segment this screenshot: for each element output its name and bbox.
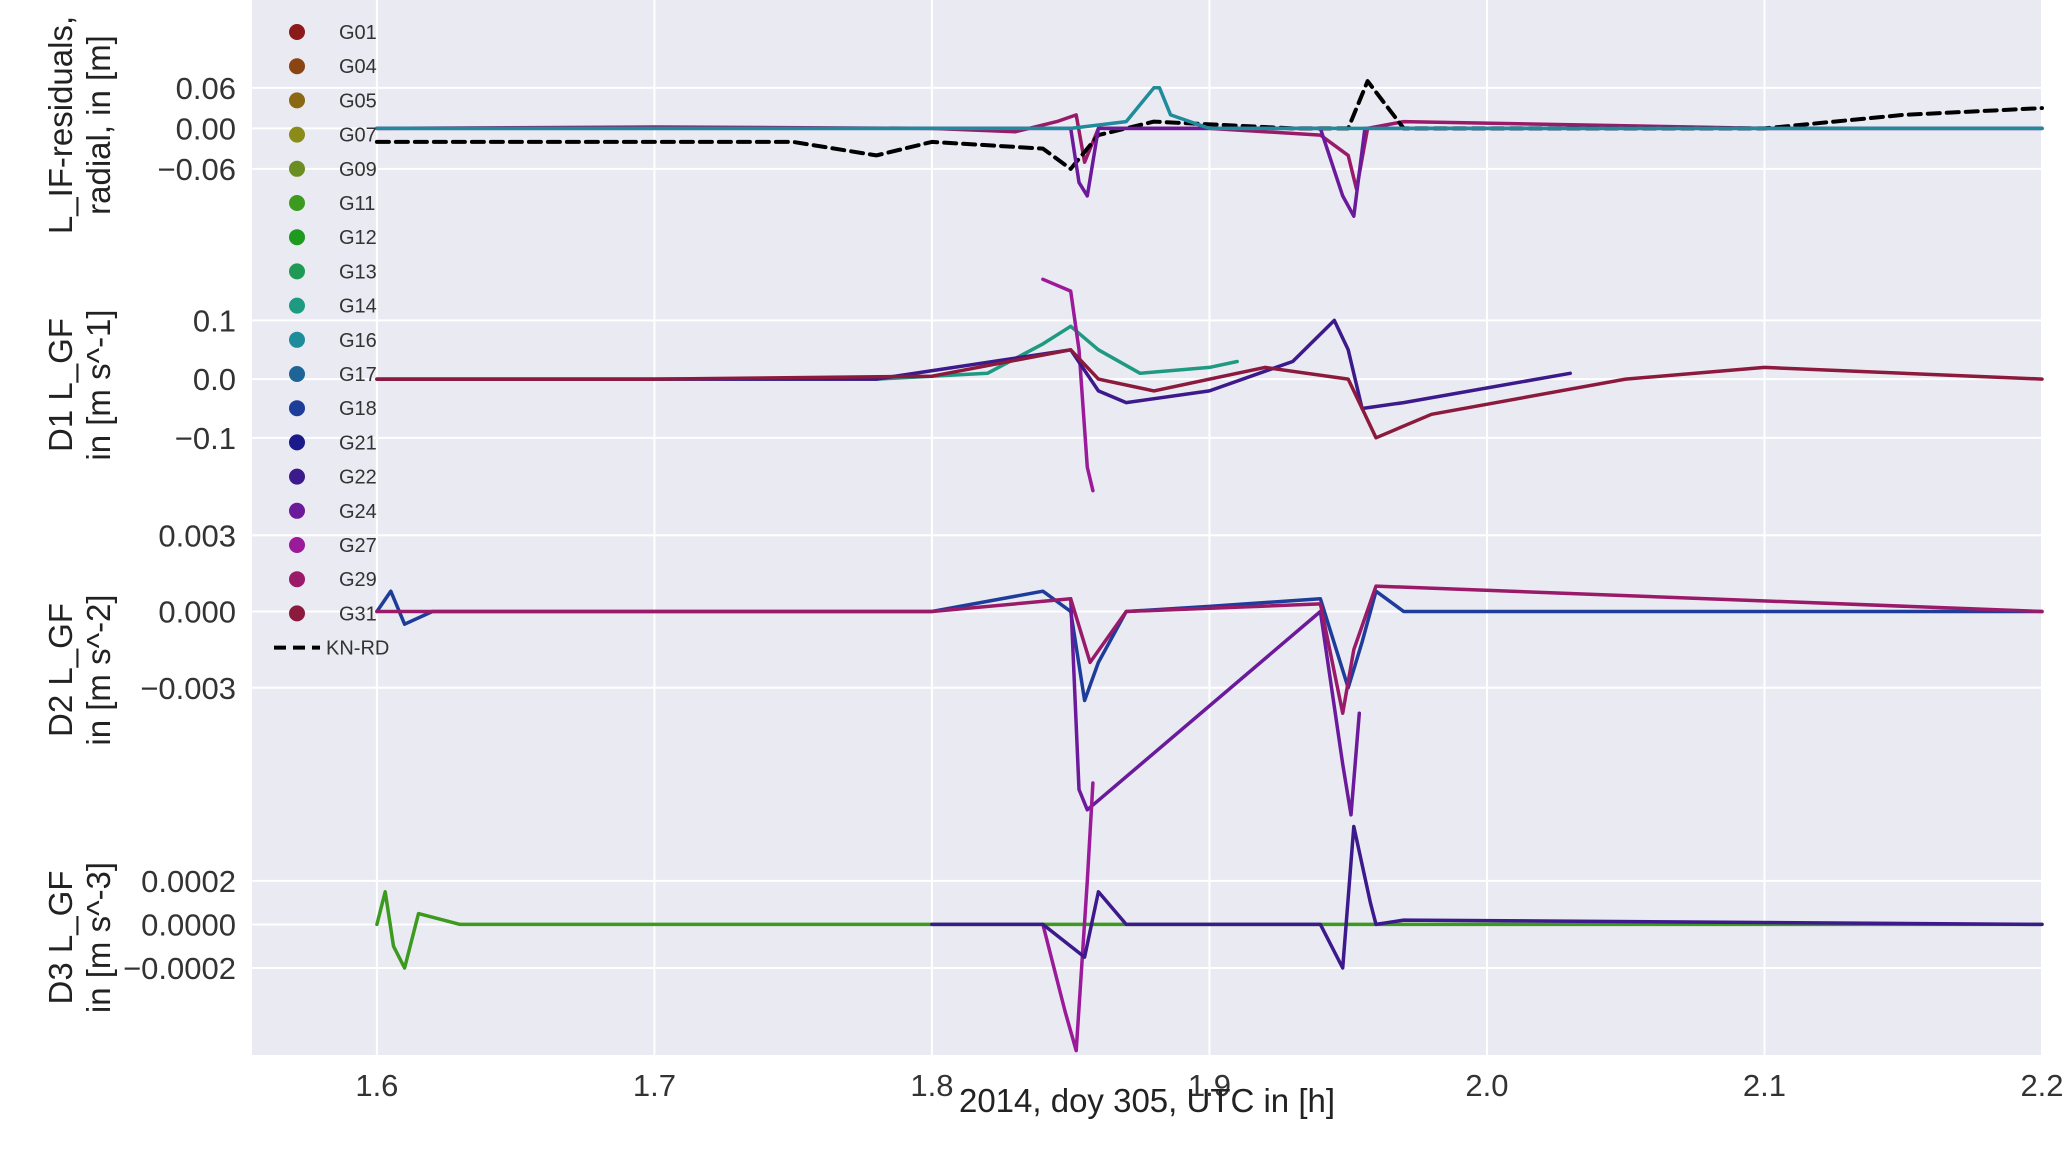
- series-line-g11: [375, 890, 2044, 970]
- y-axis-title: D2 L_GF: [42, 603, 79, 737]
- x-tick-label: 2.0: [1465, 1068, 1508, 1103]
- series-line-g29: [375, 584, 2044, 715]
- legend-marker: [289, 468, 305, 485]
- legend-label: G18: [339, 398, 377, 420]
- legend-label: G29: [339, 569, 377, 591]
- legend: G01 G04 G05 G07 G09 G11 G12 G13 G14 G16 G17 G18 G21 G…: [274, 22, 389, 660]
- x-axis-title: 2014, doy 305, UTC in [h]: [959, 1082, 1335, 1119]
- plot-area: [252, 0, 2042, 1055]
- legend-label: G16: [339, 330, 377, 352]
- y-tick-label: 0.003: [158, 518, 236, 553]
- y-axis-titles: L_IF-residuals, radial, in [m]D1 L_GF in […: [42, 16, 117, 1013]
- legend-marker: [289, 24, 305, 40]
- legend-marker: [289, 263, 305, 280]
- legend-label: G01: [339, 22, 377, 44]
- series-line-g16: [375, 86, 2044, 131]
- legend-label: G07: [339, 125, 377, 147]
- x-tick-label: 1.7: [633, 1068, 676, 1103]
- series-line-g27: [1041, 277, 1095, 493]
- x-tick-label: 2.2: [2020, 1068, 2063, 1103]
- legend-marker: [289, 195, 305, 211]
- y-tick-label: 0.0002: [141, 864, 236, 899]
- y-tick-label: 0.06: [176, 71, 236, 106]
- x-tick-label: 1.8: [910, 1068, 953, 1103]
- legend-marker: [289, 160, 305, 177]
- legend-marker: [289, 229, 305, 246]
- series-line-g22: [930, 824, 2044, 970]
- legend-marker: [289, 366, 305, 382]
- y-tick-label: −0.1: [175, 421, 236, 456]
- legend-marker: [289, 297, 305, 314]
- legend-label: G22: [339, 467, 377, 489]
- legend-label: G14: [339, 296, 377, 318]
- legend-marker: [289, 92, 305, 109]
- y-axis-title: in [m s^-2]: [80, 594, 117, 745]
- y-tick-label: 0.00: [176, 111, 236, 146]
- data-series: [374, 79, 2044, 1053]
- legend-label: G17: [339, 364, 377, 386]
- x-tick-label: 2.1: [1743, 1068, 1786, 1103]
- y-axis-title: D3 L_GF: [42, 871, 79, 1005]
- legend-marker: [289, 400, 305, 417]
- series-line-g18: [375, 589, 2044, 703]
- legend-marker: [289, 434, 305, 451]
- y-tick-label: 0.1: [193, 303, 236, 338]
- legend-marker: [289, 331, 305, 348]
- y-axis-title: radial, in [m]: [80, 35, 117, 215]
- y-axis-title: D1 L_GF: [42, 318, 79, 452]
- legend-marker: [289, 58, 305, 75]
- legend-label: G09: [339, 159, 377, 181]
- legend-label: G11: [339, 193, 375, 215]
- x-tick-label: 1.6: [355, 1068, 398, 1103]
- legend-label: G12: [339, 227, 377, 249]
- y-tick-labels: 0.06 0.00 −0.06 0.1 0.0 −0.1 0.003 0.000 −0.003 0…: [123, 71, 236, 986]
- x-tick-labels: 1.6 1.7 1.8 1.9 2.0 2.1 2.2: [355, 1068, 2063, 1103]
- y-tick-label: 0.0: [193, 362, 236, 397]
- series-line-g31: [375, 348, 2044, 440]
- y-axis-title: in [m s^-1]: [80, 309, 117, 460]
- y-axis-title: L_IF-residuals,: [42, 16, 79, 234]
- legend-label: G31: [339, 603, 377, 625]
- legend-label: G24: [339, 501, 377, 523]
- legend-marker: [289, 126, 305, 143]
- legend-label: G27: [339, 535, 377, 557]
- y-tick-label: 0.000: [158, 595, 236, 630]
- legend-marker: [289, 605, 305, 622]
- series-line-g27: [1041, 781, 1095, 1053]
- legend-label: KN-RD: [326, 638, 389, 660]
- y-tick-label: −0.0002: [123, 951, 236, 986]
- legend-marker: [289, 537, 305, 553]
- legend-label: G21: [339, 432, 377, 454]
- legend-marker: [289, 502, 305, 519]
- y-axis-title: in [m s^-3]: [80, 862, 117, 1013]
- y-tick-label: −0.003: [140, 671, 236, 706]
- legend-label: G05: [339, 90, 377, 112]
- legend-marker: [289, 571, 305, 588]
- x-tick-label: 1.9: [1188, 1068, 1231, 1103]
- y-tick-label: −0.06: [158, 152, 236, 187]
- legend-label: G13: [339, 261, 377, 283]
- y-tick-label: 0.0000: [141, 907, 236, 942]
- legend-label: G04: [339, 56, 377, 78]
